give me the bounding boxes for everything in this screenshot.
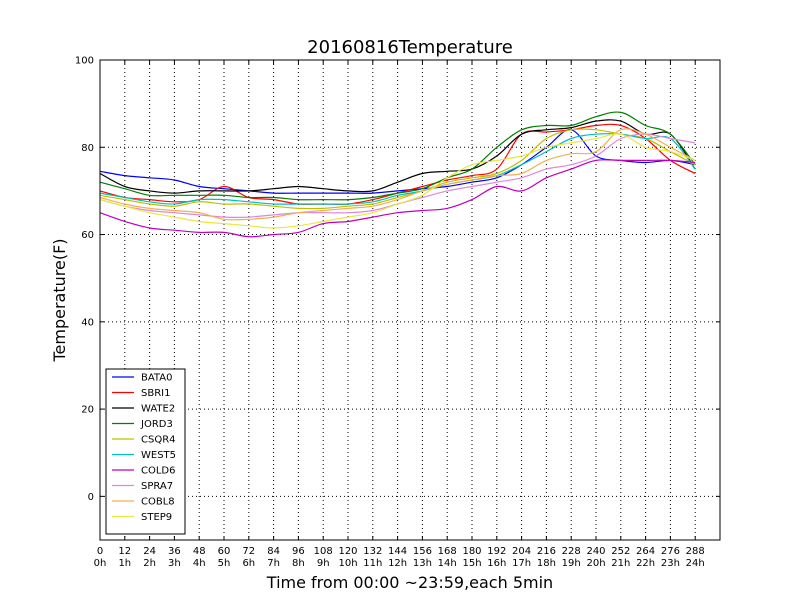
x-tick-hour-label: 19h [562, 558, 581, 569]
x-tick-hour-label: 24h [686, 558, 705, 569]
x-tick-hour-label: 21h [611, 558, 630, 569]
x-tick-label: 156 [413, 546, 432, 557]
y-tick-label: 0 [88, 492, 94, 503]
x-tick-label: 0 [97, 546, 103, 557]
x-tick-hour-label: 12h [388, 558, 407, 569]
x-tick-hour-label: 14h [438, 558, 457, 569]
x-tick-label: 48 [193, 546, 206, 557]
y-tick-label: 40 [81, 317, 94, 328]
x-tick-hour-label: 22h [636, 558, 655, 569]
x-tick-label: 240 [586, 546, 605, 557]
x-tick-label: 192 [487, 546, 506, 557]
x-tick-label: 24 [143, 546, 156, 557]
legend-entry-spra7: SPRA7 [141, 481, 173, 492]
x-tick-hour-label: 3h [168, 558, 181, 569]
legend-entry-sbri1: SBRI1 [141, 388, 170, 399]
x-tick-label: 84 [267, 546, 280, 557]
chart-title: 20160816Temperature [307, 37, 513, 58]
y-tick-label: 80 [81, 143, 94, 154]
x-tick-label: 144 [388, 546, 407, 557]
x-tick-label: 180 [462, 546, 481, 557]
x-tick-label: 36 [168, 546, 181, 557]
legend-entry-jord3: JORD3 [140, 419, 173, 430]
y-tick-label: 20 [81, 405, 94, 416]
x-tick-hour-label: 23h [661, 558, 680, 569]
x-tick-label: 216 [537, 546, 556, 557]
x-tick-hour-label: 15h [462, 558, 481, 569]
x-tick-hour-label: 0h [94, 558, 107, 569]
x-tick-label: 204 [512, 546, 531, 557]
legend-entry-cold6: COLD6 [141, 466, 176, 477]
x-tick-label: 168 [438, 546, 457, 557]
y-axis-label: Temperature(F) [50, 238, 69, 362]
x-tick-label: 120 [338, 546, 357, 557]
x-tick-label: 276 [661, 546, 680, 557]
x-tick-hour-label: 11h [363, 558, 382, 569]
x-tick-hour-label: 13h [413, 558, 432, 569]
legend-entry-wate2: WATE2 [141, 404, 175, 415]
x-tick-label: 252 [611, 546, 630, 557]
y-tick-label: 100 [75, 56, 94, 67]
x-tick-hour-label: 7h [267, 558, 280, 569]
x-tick-label: 132 [363, 546, 382, 557]
x-tick-hour-label: 9h [317, 558, 330, 569]
x-tick-hour-label: 16h [487, 558, 506, 569]
x-tick-label: 12 [118, 546, 131, 557]
legend-entry-cobl8: COBL8 [141, 497, 175, 508]
x-tick-hour-label: 10h [338, 558, 357, 569]
x-tick-label: 60 [218, 546, 231, 557]
legend-entry-csqr4: CSQR4 [141, 435, 176, 446]
y-tick-label: 60 [81, 230, 94, 241]
legend: BATA0 SBRI1 WATE2 JORD3 CSQR4 WEST5 COLD6 SPRA7… [106, 369, 185, 534]
x-tick-hour-label: 5h [218, 558, 231, 569]
legend-entry-bata0: BATA0 [141, 373, 172, 384]
legend-entry-west5: WEST5 [141, 450, 176, 461]
x-tick-hour-label: 18h [537, 558, 556, 569]
x-axis-label: Time from 00:00 ~23:59,each 5min [266, 573, 553, 592]
x-tick-hour-label: 2h [143, 558, 156, 569]
x-tick-label: 288 [686, 546, 705, 557]
x-tick-hour-label: 8h [292, 558, 305, 569]
x-tick-label: 264 [636, 546, 655, 557]
legend-entry-step9: STEP9 [141, 512, 172, 523]
x-tick-hour-label: 20h [586, 558, 605, 569]
x-tick-hour-label: 17h [512, 558, 531, 569]
x-tick-hour-label: 6h [242, 558, 255, 569]
x-tick-label: 96 [292, 546, 305, 557]
x-tick-label: 72 [242, 546, 255, 557]
x-tick-label: 108 [314, 546, 333, 557]
x-tick-hour-label: 4h [193, 558, 206, 569]
x-tick-hour-label: 1h [118, 558, 131, 569]
x-tick-label: 228 [562, 546, 581, 557]
